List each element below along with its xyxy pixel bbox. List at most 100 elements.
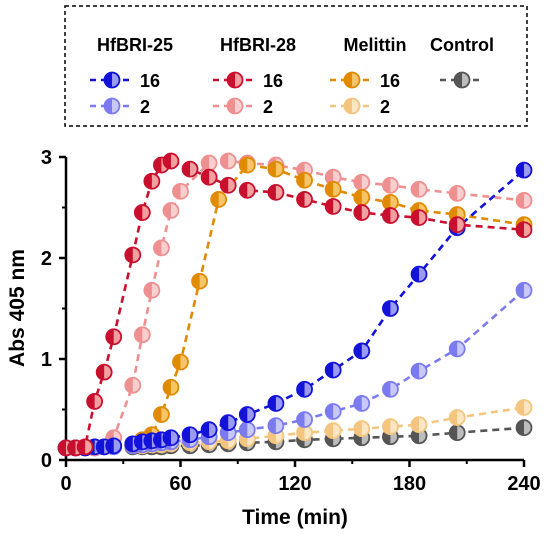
data-point [382,380,399,398]
data-point [219,414,237,432]
data-point [324,198,342,215]
legend-entry: 2 [330,97,390,117]
data-point [124,376,142,394]
data-point [200,168,218,186]
data-point [515,221,533,239]
data-point [515,281,533,299]
data-point [162,429,180,447]
data-point [296,191,313,208]
data-point [267,160,285,178]
legend-marker [103,71,121,89]
legend-entry-label: 2 [140,97,150,117]
data-point [105,437,123,455]
data-point [238,421,256,439]
data-point [153,406,170,423]
data-point [238,406,256,423]
data-point [324,180,342,198]
data-point [353,188,371,206]
data-point [296,380,313,398]
data-point [181,426,199,444]
data-point [515,192,533,209]
data-point [162,152,180,170]
data-point [382,418,399,436]
data-point [448,340,466,358]
series-hfbri-25-16 [57,161,533,457]
legend-marker [226,71,244,89]
data-point [219,152,237,170]
legend-entry-label: 2 [263,97,273,117]
data-point [410,416,428,434]
ticks: 0 60 120 180 240 0 1 2 3 [41,147,541,495]
data-point [238,156,256,174]
x-axis-label: Time (min) [242,506,348,529]
data-point [143,281,161,299]
y-tick-label: 2 [41,248,52,270]
data-point [105,328,123,346]
data-point [448,216,466,234]
legend-entry: 16 [90,71,160,91]
series-line-hfbri-28-2 [66,159,525,450]
x-tick-label: 240 [507,473,540,495]
data-point [353,173,371,191]
data-point [382,300,399,317]
data-point [86,393,104,410]
data-point [353,420,371,438]
legend-group-title: Control [430,35,494,55]
data-point [162,202,180,219]
data-point [153,239,170,257]
legend-entry: 2 [213,97,273,117]
legend-group-title: HfBRI-28 [220,35,296,55]
data-point [296,171,313,189]
data-point [353,342,371,360]
series-line-hfbri-28-16 [66,159,525,450]
x-tick-label: 0 [60,473,71,495]
legend-marker [343,97,361,115]
data-point [353,204,371,221]
x-tick-label: 60 [169,473,191,495]
plot-area [57,152,533,457]
data-point [133,326,151,344]
data-point [448,409,466,426]
data-point [200,421,218,439]
data-point [410,362,428,380]
data-point [200,154,218,172]
legend-entry-label: 16 [140,71,160,91]
data-point [324,422,342,440]
data-point [143,172,161,190]
legend-marker [343,71,361,89]
legend-entry: 16 [213,71,283,91]
legend-group-title: HfBRI-25 [97,35,173,55]
legend-group-title: Melittin [344,35,407,55]
data-point [124,246,142,264]
legend-entry-label: 2 [380,97,390,117]
series-hfbri-28-16 [57,152,533,457]
data-point [410,209,428,227]
data-point [219,176,237,194]
legend-entry: 2 [90,97,150,117]
legend-entry: 16 [330,71,400,91]
data-point [181,160,199,178]
x-tick-label: 120 [278,473,311,495]
legend-entry-label: 16 [380,71,400,91]
data-point [324,403,342,420]
data-point [267,417,285,435]
data-point [267,395,285,412]
data-point [191,272,208,290]
data-point [296,411,313,429]
data-point [76,438,94,456]
y-tick-label: 3 [41,147,52,169]
legend-entry-label: 16 [263,71,283,91]
data-point [324,361,342,379]
data-point [410,265,428,283]
data-point [515,419,533,437]
legend-entry [440,71,484,89]
data-point [172,353,189,371]
y-tick-label: 1 [41,349,52,371]
data-point [382,176,399,194]
data-point [448,184,466,202]
data-point [515,161,533,179]
legend-marker [103,97,121,115]
data-point [353,395,371,412]
y-tick-label: 0 [41,450,52,472]
data-point [382,207,399,224]
